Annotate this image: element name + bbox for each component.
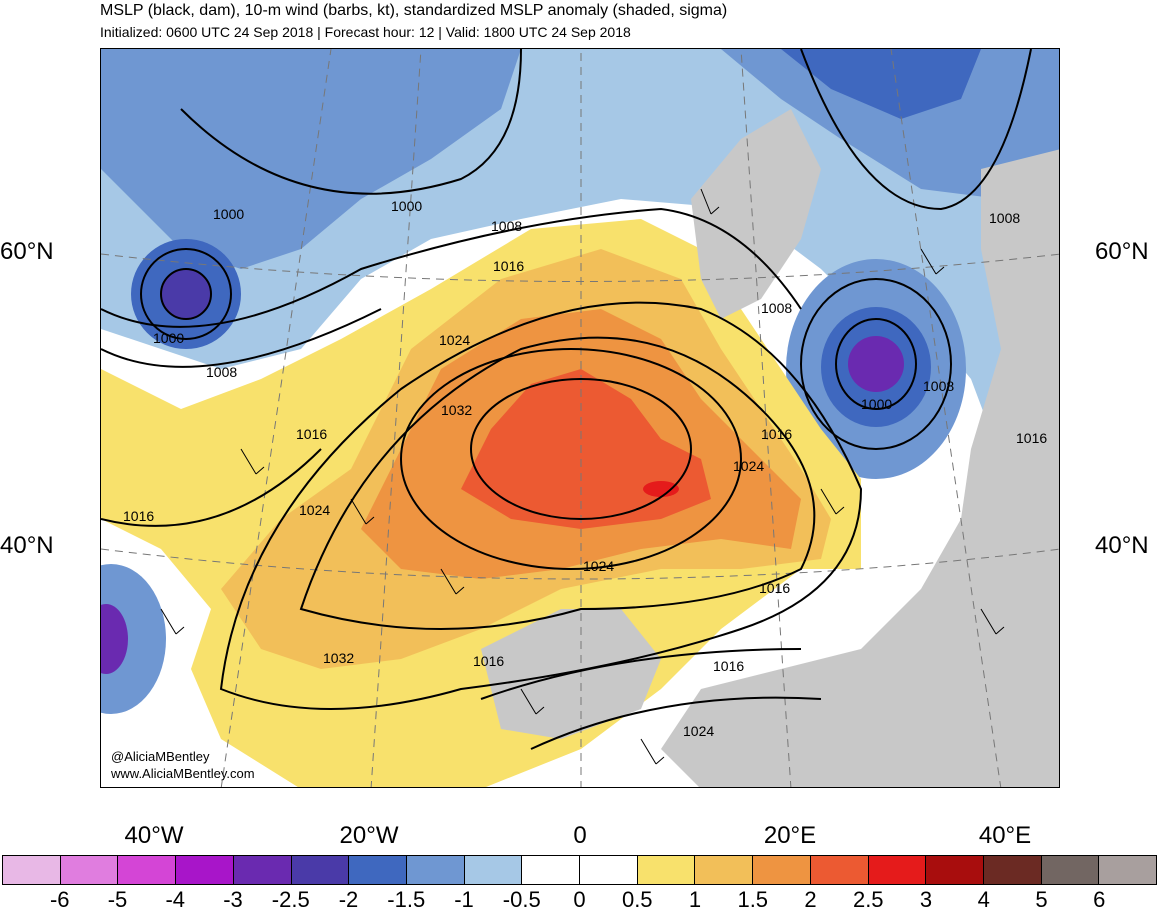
graticule [101,49,1059,787]
colorbar-segment [291,856,350,884]
colorbar-tick-label: -2 [338,887,359,912]
colorbar-tick-label: -3 [223,887,243,912]
colorbar [2,855,1157,885]
colorbar-tick-label: 1 [688,887,702,912]
contour-label: 1000 [213,206,244,222]
colorbar-tick-label: 3 [919,887,933,912]
colorbar-tick-label: 0.5 [621,887,653,912]
lat-label-60n-right: 60°N [1095,238,1149,265]
weather-map: 1000 1000 1000 1000 1008 1008 1008 1008 … [100,48,1060,788]
contour-label: 1008 [491,218,522,234]
anomaly-low-greenland-2 [161,269,211,319]
lat-label-40n-right: 40°N [1095,532,1149,559]
colorbar-segment [1099,856,1157,884]
wind-barbs [160,188,1005,765]
contour-label: 1032 [441,402,472,418]
map-title: MSLP (black, dam), 10-m wind (barbs, kt)… [100,2,728,19]
contour-label: 1008 [761,300,792,316]
contour-label: 1024 [683,723,714,739]
colorbar-tick-label: -6 [49,887,70,912]
anomaly-negative-north-2 [101,49,521,269]
colorbar-segment [868,856,927,884]
anomaly-negative-ne [721,49,1059,199]
colorbar-segment [406,856,465,884]
colorbar-tick-label: 0 [573,887,586,912]
land-iberia-north-africa [481,609,661,739]
anomaly-negative-ne-2 [781,49,981,119]
colorbar-segment [233,856,292,884]
contour-label: 1000 [861,396,892,412]
colorbar-tick-label: 4 [977,887,990,912]
contour-labels: 1000 1000 1000 1000 1008 1008 1008 1008 … [123,198,1047,739]
contour-label: 1008 [989,210,1020,226]
contour-label: 1016 [123,508,154,524]
contour-label: 1016 [473,653,504,669]
contour-label: 1008 [923,378,954,394]
colorbar-segment [522,856,581,884]
anomaly-low-east-3 [848,336,904,392]
colorbar-segment [753,856,811,884]
colorbar-segment [349,856,407,884]
colorbar-tick-label: 2 [804,887,817,912]
contour-label: 1016 [296,426,327,442]
contour-label: 1000 [391,198,422,214]
contour-label: 1024 [439,332,470,348]
colorbar-segment [3,856,61,884]
colorbar-tick-label: -2.5 [271,887,310,912]
contour-label: 1000 [153,330,184,346]
contour-label: 1016 [761,426,792,442]
lat-label-40n-left: 40°N [0,532,54,559]
colorbar-tick-label: -4 [165,887,186,912]
colorbar-segment [1041,856,1100,884]
lon-label-40w: 40°W [124,822,184,849]
contour-label: 1008 [206,364,237,380]
map-subtitle: Initialized: 0600 UTC 24 Sep 2018 | Fore… [100,24,631,40]
contour-label: 1016 [759,580,790,596]
contour-label: 1016 [493,258,524,274]
isobars [101,49,1032,750]
map-canvas: 1000 1000 1000 1000 1008 1008 1008 1008 … [101,49,1059,787]
colorbar-tick-label: -1.5 [387,887,426,912]
lat-label-60n-left: 60°N [0,238,54,265]
land-scandinavia [691,109,821,319]
colorbar-tick-label: -0.5 [502,887,541,912]
contour-label: 1032 [323,650,354,666]
colorbar-tick-label: -1 [454,887,474,912]
lon-label-40e: 40°E [978,822,1032,849]
colorbar-tick-label: 6 [1093,887,1106,912]
colorbar-tick-label: 5 [1035,887,1048,912]
colorbar-segment [464,856,523,884]
colorbar-segment [118,856,177,884]
contour-label: 1016 [1016,430,1047,446]
lon-label-20e: 20°E [763,822,817,849]
lon-label-20w: 20°W [339,822,399,849]
contour-label: 1016 [713,658,744,674]
lon-label-0: 0 [573,822,587,849]
colorbar-segment [60,856,119,884]
colorbar-segment [176,856,234,884]
anomaly-positive-max [643,481,679,497]
colorbar-tick-label: 1.5 [737,887,769,912]
colorbar-segment [580,856,638,884]
colorbar-segment [637,856,696,884]
colorbar-segment [695,856,754,884]
credit-handle: @AliciaMBentley [111,749,210,764]
anomaly-low-southwest [101,564,166,714]
colorbar-tick-label: -5 [107,887,128,912]
contour-label: 1024 [583,558,614,574]
land-east-europe [661,149,1059,787]
contour-label: 1024 [733,458,764,474]
colorbar-segment [810,856,869,884]
colorbar-segment [983,856,1042,884]
colorbar-tick-label: 2.5 [852,887,884,912]
anomaly-low-southwest-2 [101,604,128,674]
credit-website: www.AliciaMBentley.com [111,766,255,781]
contour-label: 1024 [299,502,330,518]
colorbar-segment [926,856,984,884]
